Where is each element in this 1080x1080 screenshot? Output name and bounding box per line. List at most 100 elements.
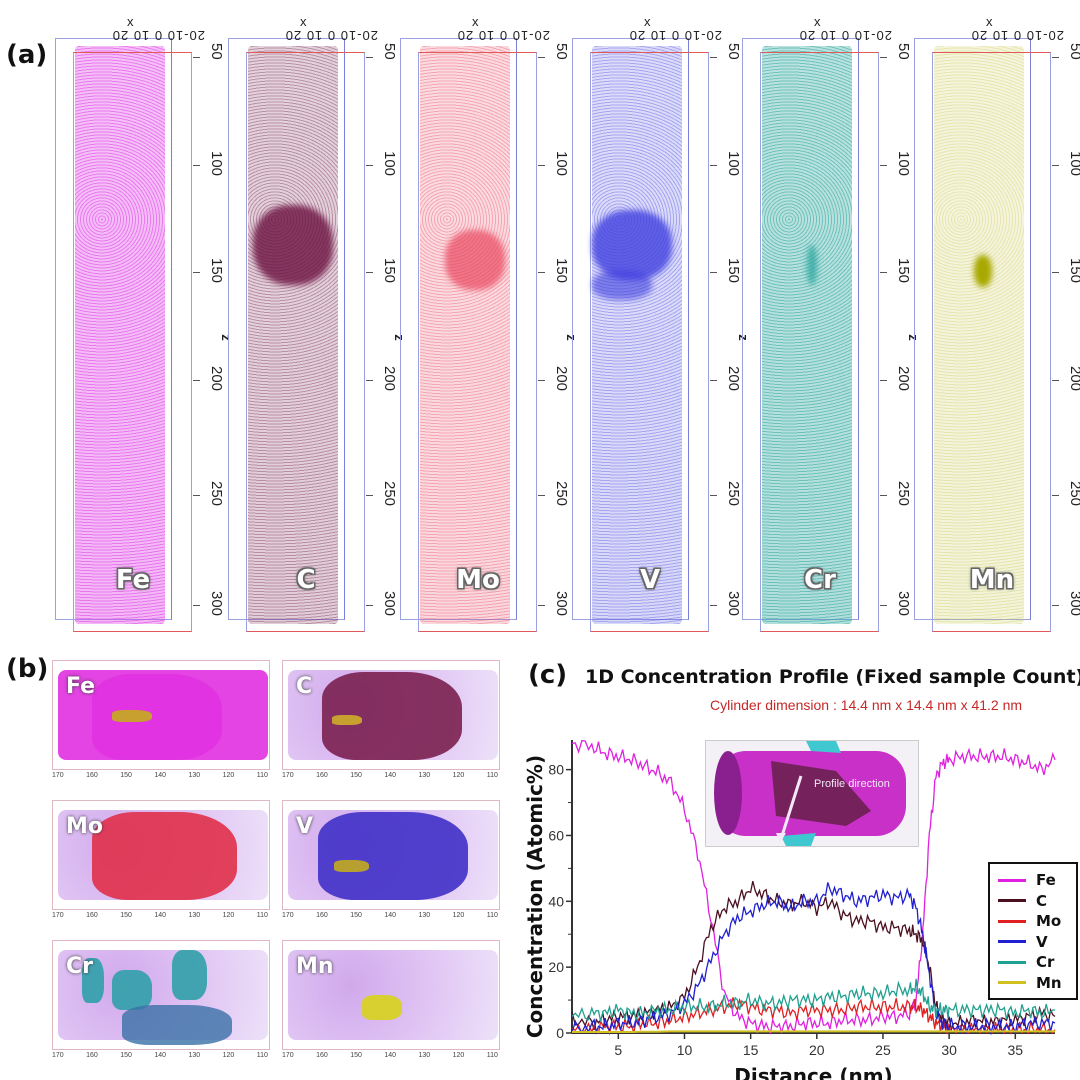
- atom-map-column: x 20-10 0 10 20 C 50 100 150 200 250 300 z: [228, 14, 407, 632]
- isosurface-view: Mo 170 160 150 140 130 120 110: [52, 800, 282, 920]
- z-axis-ticks: 170 160 150 140 130 120 110: [282, 912, 498, 919]
- panel-c-label: (c): [528, 660, 568, 690]
- bounding-box-front: [73, 52, 192, 632]
- element-label: C: [296, 674, 313, 699]
- z-axis-ticks: 170 160 150 140 130 120 110: [52, 1052, 268, 1059]
- element-label: Mn: [296, 954, 334, 979]
- z-tick-label: 50: [553, 43, 570, 60]
- z-tick-mark: [880, 165, 887, 166]
- z-tick-label: 130: [418, 1052, 431, 1059]
- chart-title: 1D Concentration Profile (Fixed sample C…: [585, 666, 1080, 688]
- z-tick-label: 50: [895, 43, 912, 60]
- element-label: Mn: [969, 565, 1015, 595]
- z-tick-label: 120: [222, 772, 235, 779]
- inset-cylinder-end: [714, 751, 742, 835]
- z-tick-label: 110: [256, 772, 268, 779]
- bounding-box: [282, 800, 500, 910]
- legend-item: Mn: [998, 973, 1062, 993]
- z-tick-label: 130: [188, 912, 201, 919]
- legend-swatch: [998, 981, 1026, 984]
- z-tick-label: 170: [282, 1052, 294, 1059]
- z-tick-label: 120: [222, 912, 235, 919]
- z-tick-mark: [538, 272, 545, 273]
- z-tick-mark: [1052, 272, 1059, 273]
- z-tick-label: 150: [350, 772, 362, 779]
- z-tick-mark: [366, 272, 373, 273]
- z-tick-label: 160: [86, 912, 98, 919]
- bounding-box-front: [246, 52, 365, 632]
- atom-map-column: x 20-10 0 10 20 Mo 50 100 150 200 250 300 z: [400, 14, 579, 632]
- z-tick-label: 200: [208, 366, 225, 392]
- z-tick-mark: [193, 272, 200, 273]
- legend-label: Mn: [1036, 973, 1062, 992]
- element-label: C: [296, 565, 316, 595]
- bounding-box-front: [590, 52, 709, 632]
- z-tick-label: 150: [895, 258, 912, 284]
- z-tick-mark: [538, 495, 545, 496]
- z-tick-label: 140: [384, 1052, 397, 1059]
- enrichment-region: [445, 230, 505, 290]
- x-tick-label: 10: [677, 1042, 693, 1058]
- z-tick-label: 50: [208, 43, 225, 60]
- element-label: Mo: [66, 814, 104, 839]
- z-tick-label: 150: [208, 258, 225, 284]
- z-tick-label: 300: [1067, 591, 1080, 617]
- bounding-box-back: [400, 38, 517, 620]
- z-tick-mark: [880, 272, 887, 273]
- inset-cone-bottom: [781, 833, 816, 846]
- z-tick-label: 150: [120, 772, 132, 779]
- z-tick-label: 50: [725, 43, 742, 60]
- z-tick-label: 200: [725, 366, 742, 392]
- z-tick-mark: [538, 605, 545, 606]
- x-tick-label: 5: [614, 1042, 622, 1058]
- z-tick-label: 110: [486, 912, 498, 919]
- z-tick-mark: [710, 272, 717, 273]
- arrow-head-icon: [776, 833, 786, 843]
- z-tick-mark: [1052, 380, 1059, 381]
- isosurface: [334, 860, 369, 872]
- x-axis-ticks: 20-10 0 10 20: [284, 28, 378, 43]
- x-axis-ticks: 20-10 0 10 20: [628, 28, 722, 43]
- enrichment-region: [592, 210, 672, 280]
- isosurface: [122, 1005, 232, 1045]
- z-tick-label: 250: [1067, 481, 1080, 507]
- z-tick-mark: [880, 605, 887, 606]
- legend-swatch: [998, 919, 1026, 923]
- z-tick-label: 140: [154, 772, 167, 779]
- z-tick-mark: [366, 57, 373, 58]
- atom-cloud: [288, 950, 498, 1040]
- z-tick-label: 250: [208, 481, 225, 507]
- isosurface: [332, 715, 362, 725]
- legend-swatch: [998, 878, 1026, 882]
- element-label: V: [296, 814, 314, 839]
- z-tick-label: 300: [553, 591, 570, 617]
- element-label: Mo: [456, 565, 500, 595]
- z-tick-mark: [193, 57, 200, 58]
- x-axis-title: Distance (nm): [734, 1064, 892, 1080]
- z-tick-mark: [880, 495, 887, 496]
- z-tick-label: 100: [381, 151, 398, 177]
- z-tick-label: 140: [384, 772, 397, 779]
- z-tick-label: 120: [222, 1052, 235, 1059]
- isosurface-view: Mn 170 160 150 140 130 120 110: [282, 940, 512, 1060]
- z-tick-mark: [1052, 605, 1059, 606]
- isosurface: [172, 950, 207, 1000]
- legend-swatch: [998, 960, 1026, 964]
- bounding-box: [52, 800, 270, 910]
- x-tick-label: 20: [809, 1042, 825, 1058]
- legend-swatch: [998, 899, 1026, 902]
- legend-label: C: [1036, 891, 1048, 910]
- y-tick-label: 80: [548, 762, 564, 778]
- z-tick-label: 250: [553, 481, 570, 507]
- z-tick-mark: [710, 57, 717, 58]
- isosurface: [318, 812, 468, 900]
- z-tick-label: 50: [1067, 43, 1080, 60]
- z-tick-mark: [193, 165, 200, 166]
- z-tick-mark: [366, 495, 373, 496]
- isosurface: [92, 812, 237, 900]
